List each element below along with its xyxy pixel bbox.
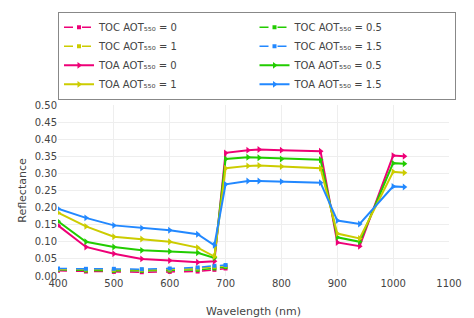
svg-text:TOA AOT₅₅₀ = 1.5: TOA AOT₅₅₀ = 1.5 <box>294 79 382 90</box>
svg-text:0.20: 0.20 <box>35 202 57 213</box>
svg-text:0.45: 0.45 <box>35 117 57 128</box>
svg-text:0.15: 0.15 <box>35 219 57 230</box>
svg-text:1000: 1000 <box>380 278 405 289</box>
svg-text:TOA AOT₅₅₀ = 0.5: TOA AOT₅₅₀ = 0.5 <box>294 60 382 71</box>
svg-text:500: 500 <box>104 278 123 289</box>
svg-text:0.00: 0.00 <box>35 271 57 282</box>
svg-text:TOC AOT₅₅₀ = 0.5: TOC AOT₅₅₀ = 0.5 <box>294 22 382 33</box>
svg-text:TOC AOT₅₅₀ = 0: TOC AOT₅₅₀ = 0 <box>98 22 177 33</box>
svg-text:TOA AOT₅₅₀ = 1: TOA AOT₅₅₀ = 1 <box>98 79 177 90</box>
svg-text:0.10: 0.10 <box>35 236 57 247</box>
svg-text:0.30: 0.30 <box>35 168 57 179</box>
svg-text:Wavelength (nm): Wavelength (nm) <box>206 305 301 318</box>
svg-text:400: 400 <box>48 278 67 289</box>
svg-text:0.40: 0.40 <box>35 134 57 145</box>
svg-text:0.50: 0.50 <box>35 100 57 111</box>
svg-text:600: 600 <box>160 278 179 289</box>
svg-text:0.05: 0.05 <box>35 253 57 264</box>
svg-text:800: 800 <box>272 278 291 289</box>
svg-text:0.35: 0.35 <box>35 151 57 162</box>
svg-text:0.25: 0.25 <box>35 185 57 196</box>
svg-text:Reflectance: Reflectance <box>16 158 29 223</box>
svg-text:TOC AOT₅₅₀ = 1.5: TOC AOT₅₅₀ = 1.5 <box>294 41 382 52</box>
svg-text:700: 700 <box>216 278 235 289</box>
svg-text:900: 900 <box>328 278 347 289</box>
svg-text:1100: 1100 <box>436 278 461 289</box>
svg-text:TOC AOT₅₅₀ = 1: TOC AOT₅₅₀ = 1 <box>98 41 177 52</box>
svg-text:TOA AOT₅₅₀ = 0: TOA AOT₅₅₀ = 0 <box>98 60 177 71</box>
